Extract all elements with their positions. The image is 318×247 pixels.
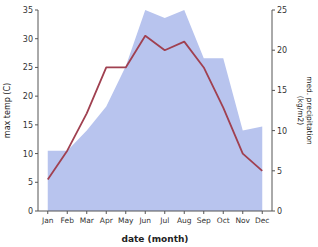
y2-tick-label: 20 (277, 46, 287, 55)
y2-tick-label: 15 (277, 86, 287, 95)
x-tick (242, 211, 243, 214)
x-tick (125, 211, 126, 214)
y-tick (35, 124, 38, 125)
x-tick-label: Feb (61, 216, 75, 225)
y-tick-label: 0 (28, 207, 33, 216)
y-axis-line (38, 10, 39, 211)
x-tick (106, 211, 107, 214)
x-tick-label: Apr (100, 216, 114, 225)
y2-tick-label: 0 (277, 207, 282, 216)
y2-tick (272, 10, 275, 11)
x-tick (184, 211, 185, 214)
y-tick (35, 38, 38, 39)
x-axis-line (38, 211, 272, 212)
x-tick-label: Jun (138, 216, 151, 225)
x-tick (262, 211, 263, 214)
y-tick (35, 67, 38, 68)
plot-area (48, 10, 263, 211)
x-tick-label: Mar (80, 216, 95, 225)
y2-tick-label: 5 (277, 167, 282, 176)
y-tick-label: 25 (23, 63, 33, 72)
y2-tick (272, 130, 275, 131)
x-tick-label: Nov (235, 216, 250, 225)
x-tick-label: Jul (159, 216, 169, 225)
x-tick-label: Aug (177, 216, 192, 225)
y-tick (35, 182, 38, 183)
x-tick (47, 211, 48, 214)
y-tick-label: 15 (23, 121, 33, 130)
y2-tick-label: 25 (277, 6, 287, 15)
temperature-line (48, 36, 263, 180)
x-tick-label: Dec (255, 216, 270, 225)
x-tick-label: Sep (197, 216, 211, 225)
y-tick-label: 20 (23, 92, 33, 101)
y-tick-label: 10 (23, 150, 33, 159)
precipitation-area (48, 10, 263, 211)
y-tick-label: 30 (23, 35, 33, 44)
x-tick-label: Jan (41, 216, 54, 225)
y2-tick (272, 50, 275, 51)
y2-axis-line (272, 10, 273, 211)
y2-tick (272, 170, 275, 171)
y-tick-label: 35 (23, 6, 33, 15)
y2-axis-label: med. precipitation(kg/m2) (296, 76, 315, 145)
x-tick (145, 211, 146, 214)
y-tick (35, 153, 38, 154)
y-tick-label: 5 (28, 178, 33, 187)
x-tick-label: May (118, 216, 134, 225)
x-axis-label: date (month) (122, 234, 189, 244)
y2-tick (272, 211, 275, 212)
x-tick (67, 211, 68, 214)
y2-tick-label: 10 (277, 127, 287, 136)
x-tick (164, 211, 165, 214)
x-tick-label: Oct (217, 216, 230, 225)
y-tick (35, 96, 38, 97)
y-tick (35, 10, 38, 11)
y-tick (35, 211, 38, 212)
x-tick (223, 211, 224, 214)
x-tick (86, 211, 87, 214)
chart: 0 5 10 15 20 25 30 35 0 5 10 15 20 25 Jan Feb Mar Apr May J… (0, 0, 318, 247)
x-tick (203, 211, 204, 214)
y2-tick (272, 90, 275, 91)
y-axis-label: max temp (C) (3, 83, 12, 138)
